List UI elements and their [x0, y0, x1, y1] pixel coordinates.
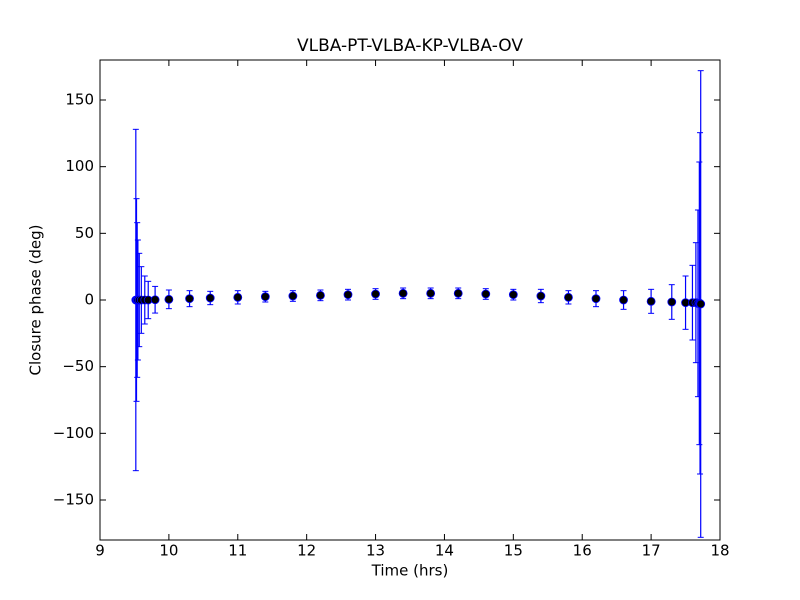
data-point — [426, 288, 436, 298]
data-point — [343, 290, 353, 300]
x-tick-label: 18 — [710, 542, 729, 560]
x-tick-label: 11 — [228, 542, 247, 560]
y-tick-label: −50 — [62, 357, 94, 375]
data-point — [646, 296, 656, 306]
data-point — [150, 295, 160, 305]
chart-title: VLBA-PT-VLBA-KP-VLBA-OV — [297, 36, 523, 56]
data-point — [185, 294, 194, 304]
y-tick-label: 100 — [65, 157, 94, 175]
data-point — [536, 291, 546, 301]
x-tick-label: 9 — [95, 542, 105, 560]
y-tick-label: −150 — [53, 491, 94, 509]
data-point — [398, 288, 408, 298]
data-point — [371, 289, 380, 299]
y-axis-label: Closure phase (deg) — [27, 225, 45, 376]
x-tick-label: 13 — [366, 542, 385, 560]
data-point — [508, 290, 518, 300]
data-point — [288, 291, 298, 301]
data-point — [233, 292, 243, 302]
data-point — [316, 290, 325, 300]
y-tick-label: 50 — [75, 224, 94, 242]
x-tick-label: 15 — [504, 542, 523, 560]
x-tick-label: 12 — [297, 542, 316, 560]
data-point — [260, 292, 270, 302]
data-point — [667, 297, 677, 307]
data-point — [481, 289, 491, 299]
data-point — [696, 299, 706, 309]
x-axis-label: Time (hrs) — [371, 562, 449, 580]
x-tick-label: 14 — [435, 542, 454, 560]
data-point — [205, 293, 215, 303]
data-point — [591, 294, 601, 304]
plot-area — [131, 70, 706, 538]
data-point — [164, 294, 174, 304]
data-point — [453, 288, 463, 298]
data-point — [564, 292, 573, 302]
x-tick-label: 16 — [573, 542, 592, 560]
y-tick-label: −100 — [53, 424, 94, 442]
x-tick-label: 17 — [642, 542, 661, 560]
data-point — [619, 295, 628, 305]
y-tick-label: 150 — [65, 91, 94, 109]
x-tick-label: 10 — [159, 542, 178, 560]
y-tick-label: 0 — [84, 291, 94, 309]
